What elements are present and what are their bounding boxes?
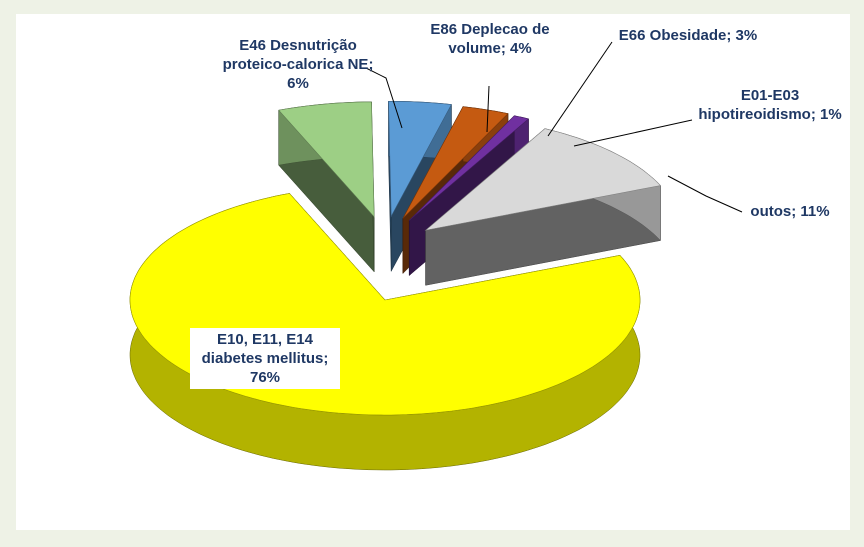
pie-slice	[424, 128, 662, 286]
slice-label: outos; 11%	[750, 203, 830, 220]
slices	[129, 101, 662, 471]
slice-top	[424, 128, 662, 231]
slice-top	[408, 115, 530, 221]
slice-label: E10, E11, E14 diabetes mellitus; 76%	[190, 328, 340, 389]
slice-label: E46 Desnutrição proteico-calorica NE; 6%	[222, 37, 374, 92]
leader-line	[365, 67, 403, 129]
slice-top	[278, 101, 375, 218]
pie-slice	[278, 101, 375, 273]
slice-label: E66 Obesidade; 3%	[618, 27, 758, 44]
slice-top	[402, 106, 509, 219]
leader-line	[573, 119, 693, 147]
leader-line	[547, 41, 613, 137]
leader-line	[486, 85, 490, 133]
slice-label: E01-E03 hipotireoidismo; 1%	[698, 87, 842, 123]
slice-label: E86 Deplecao de volume; 4%	[430, 21, 550, 57]
slice-top	[388, 101, 452, 218]
leader-line	[667, 175, 743, 213]
